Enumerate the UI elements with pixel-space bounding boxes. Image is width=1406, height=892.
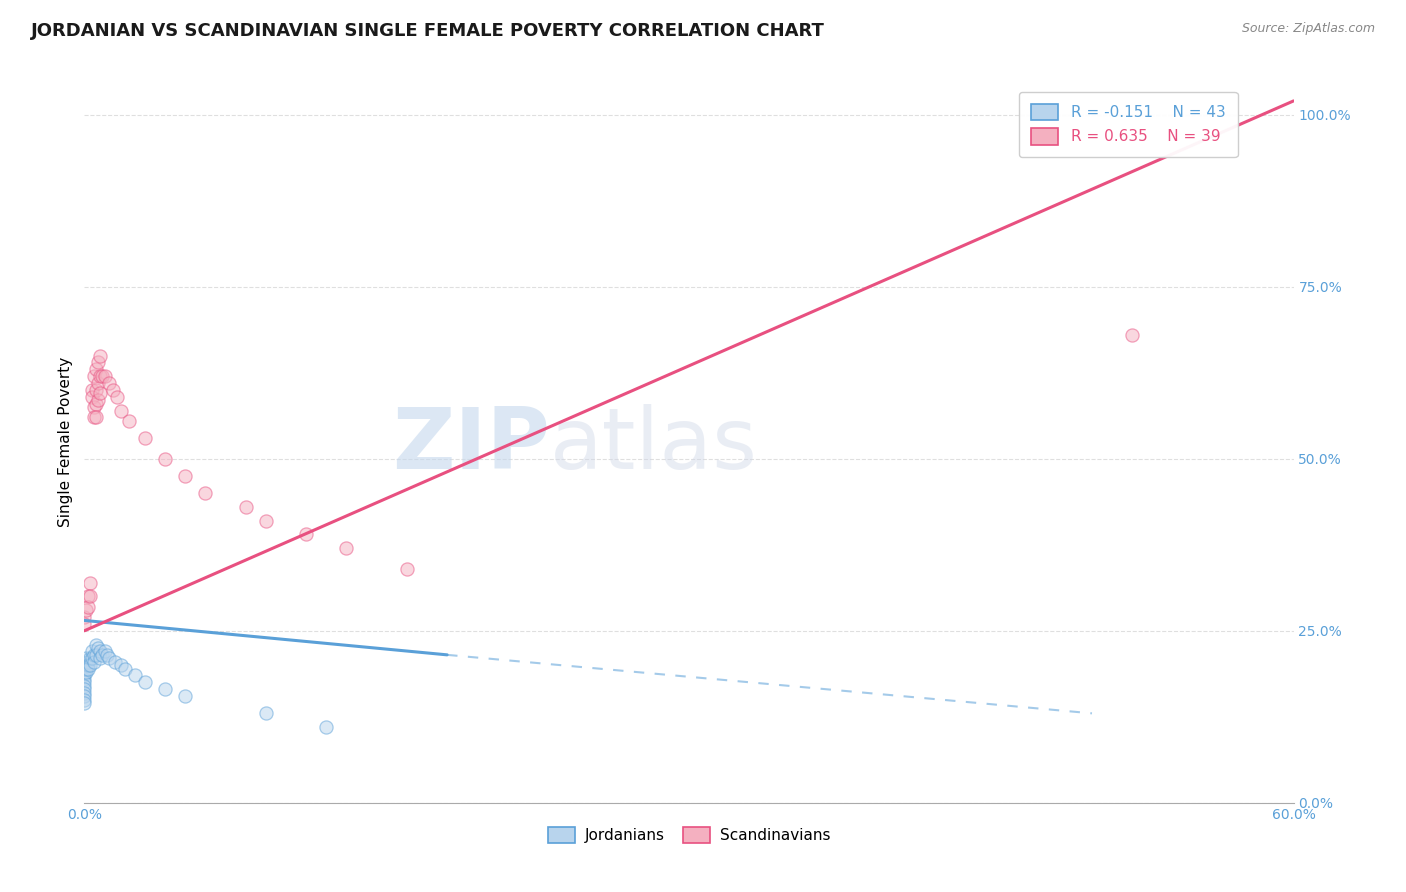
Point [91, 648, 114, 662]
Point [254, 514, 277, 528]
Point [91, 369, 114, 384]
Point [194, 486, 217, 500]
Point [75, 662, 97, 676]
Point [73, 686, 96, 700]
Point [174, 469, 197, 483]
Point [73, 610, 96, 624]
Point [105, 390, 128, 404]
Point [87, 376, 110, 390]
Text: atlas: atlas [550, 404, 758, 487]
Point [79, 658, 101, 673]
Point [75, 651, 97, 665]
Point [87, 640, 110, 655]
Point [73, 662, 96, 676]
Point [73, 658, 96, 673]
Point [395, 562, 418, 576]
Point [77, 655, 100, 669]
Point [86, 383, 108, 397]
Point [134, 431, 156, 445]
Point [77, 658, 100, 673]
Point [83, 369, 105, 384]
Point [75, 658, 97, 673]
Point [153, 451, 176, 466]
Text: JORDANIAN VS SCANDINAVIAN SINGLE FEMALE POVERTY CORRELATION CHART: JORDANIAN VS SCANDINAVIAN SINGLE FEMALE … [31, 22, 825, 40]
Point [89, 386, 111, 401]
Point [86, 362, 108, 376]
Point [1121, 327, 1143, 342]
Point [89, 369, 111, 384]
Point [86, 648, 108, 662]
Point [75, 665, 97, 679]
Point [82, 390, 104, 404]
Point [77, 590, 100, 604]
Point [83, 410, 105, 425]
Point [335, 541, 357, 556]
Point [79, 651, 101, 665]
Point [86, 397, 108, 411]
Point [73, 689, 96, 703]
Point [82, 383, 104, 397]
Point [79, 590, 101, 604]
Point [79, 575, 101, 590]
Legend: Jordanians, Scandinavians: Jordanians, Scandinavians [541, 821, 837, 849]
Point [153, 682, 176, 697]
Point [83, 655, 105, 669]
Point [87, 355, 110, 369]
Point [93, 369, 115, 384]
Point [75, 603, 97, 617]
Point [89, 349, 111, 363]
Point [87, 393, 110, 408]
Point [174, 689, 197, 703]
Point [96, 648, 118, 662]
Point [73, 682, 96, 697]
Point [104, 655, 127, 669]
Point [73, 672, 96, 686]
Point [86, 410, 108, 425]
Point [86, 638, 108, 652]
Point [73, 692, 96, 706]
Point [82, 651, 104, 665]
Point [110, 658, 132, 673]
Point [114, 662, 136, 676]
Text: Source: ZipAtlas.com: Source: ZipAtlas.com [1241, 22, 1375, 36]
Point [77, 599, 100, 614]
Point [73, 665, 96, 679]
Point [101, 383, 124, 397]
Point [97, 651, 120, 665]
Point [315, 720, 337, 734]
Point [77, 662, 100, 676]
Point [89, 651, 111, 665]
Y-axis label: Single Female Poverty: Single Female Poverty [58, 357, 73, 526]
Point [97, 376, 120, 390]
Point [254, 706, 277, 721]
Point [124, 668, 146, 682]
Point [73, 668, 96, 682]
Point [82, 644, 104, 658]
Point [235, 500, 257, 514]
Point [73, 616, 96, 631]
Point [89, 644, 111, 658]
Point [83, 400, 105, 414]
Point [83, 648, 105, 662]
Point [118, 414, 141, 428]
Point [110, 403, 132, 417]
Text: ZIP: ZIP [392, 404, 550, 487]
Point [93, 644, 115, 658]
Point [295, 527, 318, 541]
Point [134, 675, 156, 690]
Point [73, 696, 96, 710]
Point [73, 675, 96, 690]
Point [73, 679, 96, 693]
